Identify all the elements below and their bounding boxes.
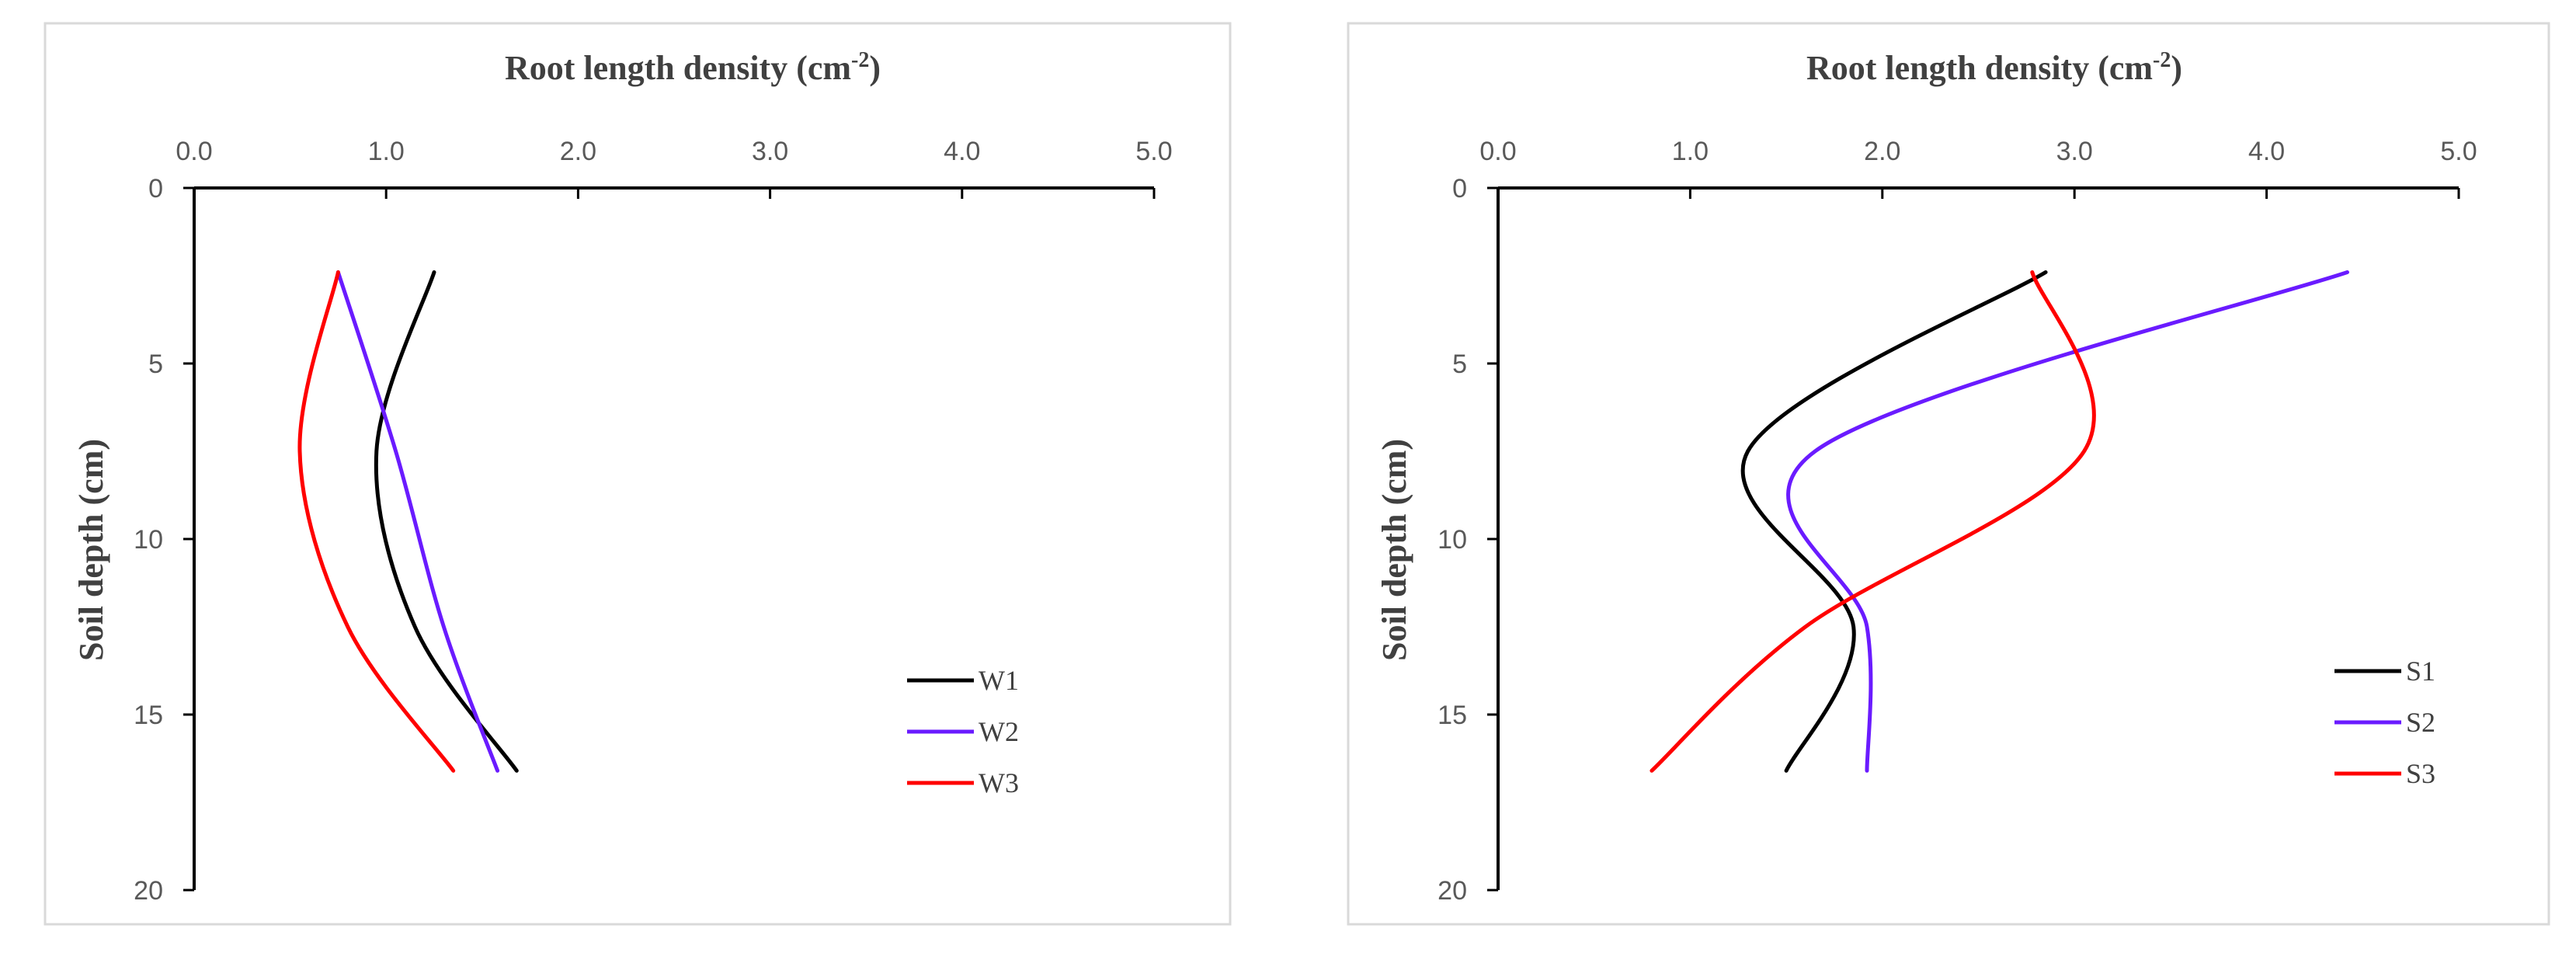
x-tick-label: 5.0	[2440, 137, 2477, 166]
y-tick-label: 15	[1437, 701, 1467, 730]
y-tick-label: 20	[134, 876, 163, 906]
x-tick-label: 3.0	[752, 137, 788, 166]
series-line-w3	[297, 270, 456, 773]
x-tick-label: 0.0	[1479, 137, 1516, 166]
chart-panel-2: 0.0 1.0 2.0 3.0 4.0 5.0 0 5 10 15 20 Root length de…	[1347, 22, 2550, 926]
legend-label: S2	[2406, 707, 2435, 738]
x-tick-label: 3.0	[2056, 137, 2093, 166]
chart-panel-1: 0.0 1.0 2.0 3.0 4.0 5.0 0 5 10 15 20 Root length de…	[43, 22, 1232, 926]
x-axis-title: Root length density (cm-2)	[1806, 48, 2182, 87]
legend-label: W3	[979, 767, 1019, 798]
y-tick-label: 0	[1452, 174, 1467, 203]
series-line-s3	[1650, 270, 2096, 773]
chart-frame	[1347, 22, 2550, 926]
x-tick-label: 4.0	[944, 137, 980, 166]
legend-label: W2	[979, 716, 1019, 747]
y-tick-label: 5	[148, 350, 163, 379]
legend-label: S3	[2406, 758, 2435, 789]
x-tick-label: 1.0	[368, 137, 405, 166]
y-tick-label: 10	[1437, 525, 1467, 555]
x-tick-label: 5.0	[1135, 137, 1172, 166]
y-tick-label: 5	[1452, 350, 1467, 379]
y-tick-label: 15	[134, 701, 163, 730]
legend-label: W1	[979, 665, 1019, 696]
x-tick-label: 1.0	[1672, 137, 1709, 166]
x-tick-label: 2.0	[560, 137, 596, 166]
series-line-w1	[374, 270, 519, 773]
series-line-w2	[335, 270, 500, 773]
chart-frame	[43, 22, 1232, 926]
y-tick-label: 20	[1437, 876, 1467, 906]
x-axis-title: Root length density (cm-2)	[505, 48, 881, 87]
y-axis-title: Soil depth (cm)	[72, 439, 110, 661]
legend-label: S1	[2406, 656, 2435, 687]
x-tick-label: 0.0	[176, 137, 212, 166]
y-tick-label: 0	[148, 174, 163, 203]
x-tick-label: 4.0	[2248, 137, 2285, 166]
series-line-s1	[1740, 270, 2048, 773]
series-line-s2	[1786, 270, 2349, 773]
y-tick-label: 10	[134, 525, 163, 555]
y-axis-title: Soil depth (cm)	[1375, 439, 1413, 661]
x-tick-label: 2.0	[1864, 137, 1900, 166]
